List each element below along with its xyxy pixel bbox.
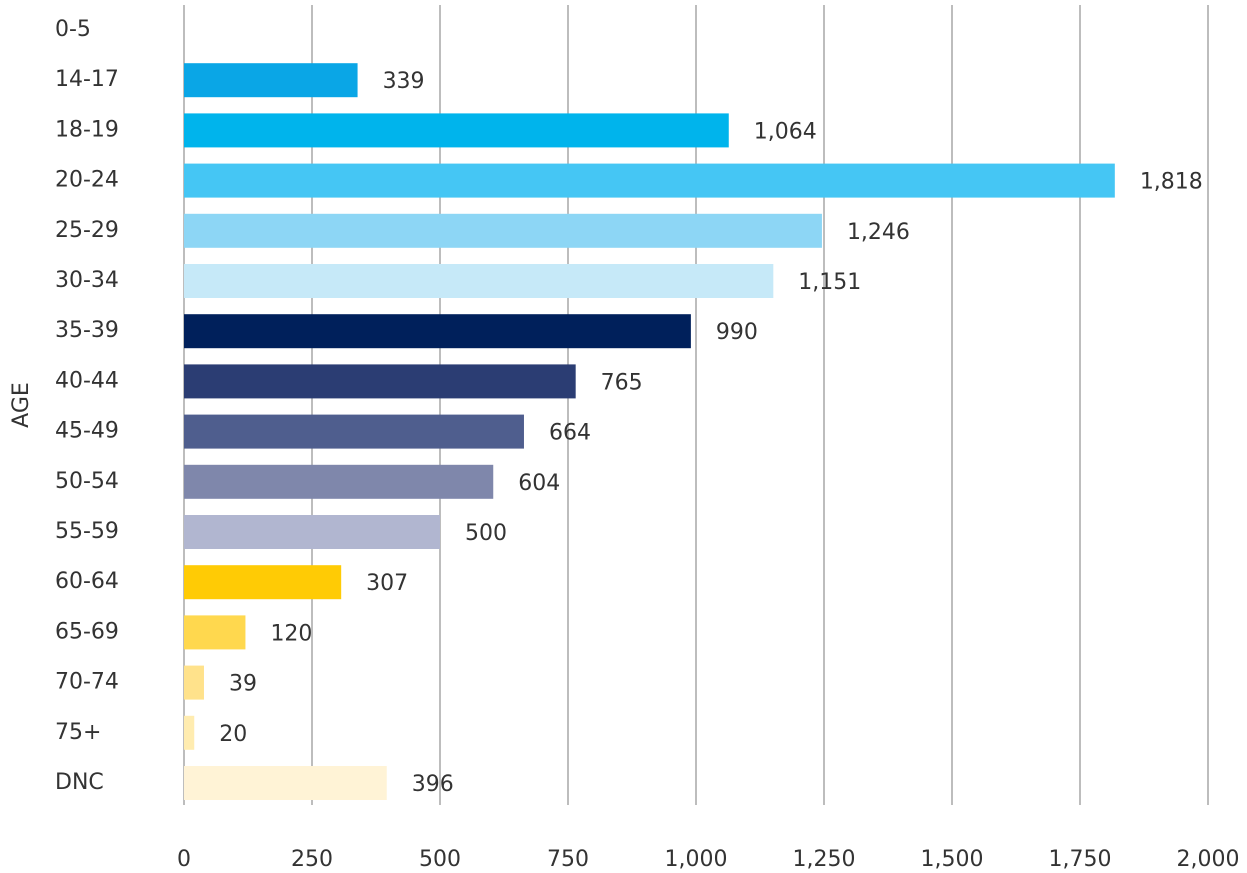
x-tick-label: 0 [177,847,191,872]
bar [184,715,195,750]
y-tick-label: 55-59 [55,519,119,544]
bar [184,364,576,399]
bar [184,113,729,148]
bar [184,766,387,800]
bar [184,565,342,600]
bar [184,464,494,499]
bar [184,515,440,549]
value-label: 1,064 [754,119,817,144]
y-tick-label: 60-64 [55,569,119,594]
bar [184,414,524,449]
value-label: 307 [366,571,408,596]
y-tick-label: 0-5 [55,17,91,42]
value-label: 990 [716,320,758,345]
x-tick-label: 1,250 [793,847,856,872]
y-tick-label: 20-24 [55,168,119,193]
y-tick-label: 45-49 [55,419,119,444]
x-tick-label: 1,500 [921,847,984,872]
y-tick-label: 14-17 [55,67,119,92]
y-tick-label: 75+ [55,720,101,745]
value-label: 604 [518,471,560,496]
y-tick-label: 70-74 [55,670,119,695]
value-label: 1,151 [798,270,861,295]
x-tick-label: 750 [547,847,589,872]
value-label: 1,246 [847,220,910,245]
y-tick-label: 40-44 [55,368,119,393]
value-label: 120 [270,621,312,646]
value-label: 396 [412,772,454,797]
y-tick-label: 25-29 [55,218,119,243]
bar [184,264,774,298]
x-tick-label: 250 [291,847,333,872]
value-label: 500 [465,521,507,546]
value-label: 39 [229,672,257,697]
x-tick-label: 2,000 [1177,847,1240,872]
y-tick-label: 35-39 [55,318,119,343]
bar [184,163,1115,198]
value-label: 664 [549,421,591,446]
bar [184,615,246,650]
value-label: 20 [219,722,247,747]
value-label: 765 [601,370,643,395]
y-axis-label: AGE [9,382,34,428]
x-tick-label: 500 [419,847,461,872]
y-tick-label: 30-34 [55,268,119,293]
y-tick-label: DNC [55,770,104,795]
bar [184,63,358,98]
value-label: 1,818 [1140,170,1203,195]
y-tick-label: 18-19 [55,117,119,142]
bar [184,314,691,349]
value-label: 339 [383,69,425,94]
bar [184,665,204,700]
bar [184,213,822,248]
y-tick-label: 50-54 [55,469,119,494]
x-tick-label: 1,750 [1049,847,1112,872]
x-tick-label: 1,000 [665,847,728,872]
y-tick-label: 65-69 [55,619,119,644]
